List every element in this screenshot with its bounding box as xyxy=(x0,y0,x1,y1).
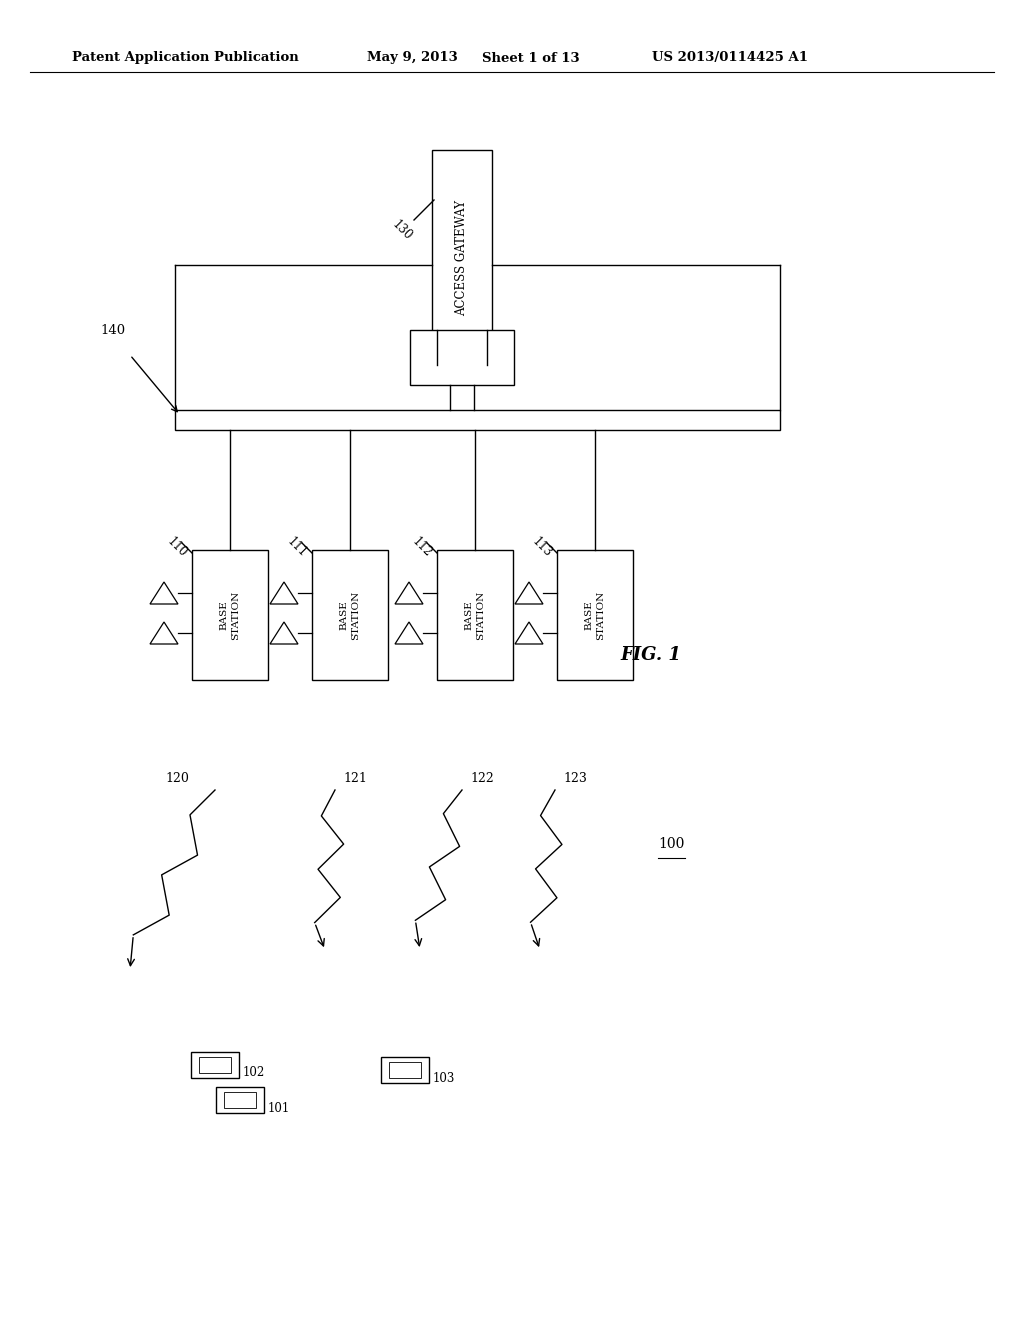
Bar xyxy=(193,550,268,680)
Bar xyxy=(389,1063,421,1078)
Text: 103: 103 xyxy=(433,1072,456,1085)
Text: FIG. 1: FIG. 1 xyxy=(620,645,681,664)
Text: Sheet 1 of 13: Sheet 1 of 13 xyxy=(482,51,580,65)
Bar xyxy=(557,550,633,680)
Text: ACCESS GATEWAY: ACCESS GATEWAY xyxy=(456,199,469,315)
Text: BASE
STATION: BASE STATION xyxy=(585,590,605,640)
Bar xyxy=(175,411,780,430)
Text: US 2013/0114425 A1: US 2013/0114425 A1 xyxy=(652,51,808,65)
Text: 122: 122 xyxy=(470,772,494,785)
Polygon shape xyxy=(270,582,298,605)
Text: 130: 130 xyxy=(389,218,415,243)
Polygon shape xyxy=(150,582,178,605)
Polygon shape xyxy=(515,582,543,605)
Bar xyxy=(410,330,514,385)
Bar xyxy=(437,550,513,680)
Polygon shape xyxy=(395,622,423,644)
Text: 102: 102 xyxy=(243,1067,265,1080)
Bar xyxy=(216,1086,264,1113)
Bar xyxy=(224,1092,256,1107)
Text: BASE
STATION: BASE STATION xyxy=(340,590,360,640)
Polygon shape xyxy=(395,582,423,605)
Text: Patent Application Publication: Patent Application Publication xyxy=(72,51,299,65)
Text: 111: 111 xyxy=(285,535,309,560)
Text: BASE
STATION: BASE STATION xyxy=(220,590,240,640)
Text: 101: 101 xyxy=(268,1101,290,1114)
Polygon shape xyxy=(150,622,178,644)
Text: 121: 121 xyxy=(343,772,367,785)
Text: May 9, 2013: May 9, 2013 xyxy=(367,51,458,65)
Text: BASE
STATION: BASE STATION xyxy=(465,590,485,640)
Bar xyxy=(191,1052,239,1078)
Bar xyxy=(432,150,492,366)
Polygon shape xyxy=(270,622,298,644)
Text: 140: 140 xyxy=(100,323,125,337)
Bar xyxy=(199,1057,231,1073)
Text: 120: 120 xyxy=(165,772,188,785)
Text: 113: 113 xyxy=(529,535,554,560)
Polygon shape xyxy=(515,622,543,644)
Text: 123: 123 xyxy=(563,772,587,785)
Bar xyxy=(312,550,388,680)
Text: 112: 112 xyxy=(410,535,434,560)
Text: 110: 110 xyxy=(164,535,189,560)
Text: 100: 100 xyxy=(658,837,684,851)
Bar xyxy=(381,1057,429,1082)
